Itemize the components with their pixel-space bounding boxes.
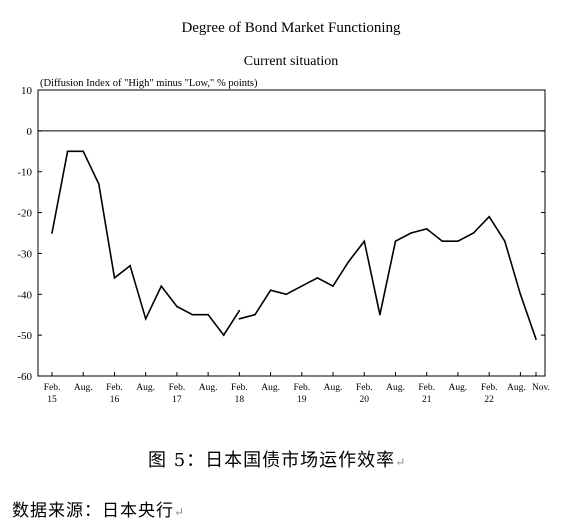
data-point — [238, 318, 241, 320]
y-tick-label: -10 — [17, 167, 32, 179]
data-point — [66, 150, 69, 153]
x-tick-label: Aug. — [136, 383, 155, 393]
x-tick-label: Feb. — [356, 383, 373, 393]
x-tick-label-year: 21 — [422, 395, 432, 405]
x-tick-label-year: 22 — [484, 395, 494, 405]
data-point — [425, 228, 428, 230]
return-mark: ↵ — [174, 505, 186, 519]
y-tick-label: 10 — [21, 85, 33, 97]
data-point — [410, 232, 412, 234]
x-tick-label: Aug. — [507, 383, 526, 393]
x-tick-label: Aug. — [261, 383, 280, 393]
data-point — [269, 289, 272, 292]
x-tick-label-year: 20 — [360, 395, 370, 405]
x-tick-label: Aug. — [386, 383, 405, 393]
series-line — [239, 215, 537, 340]
source-note: 数据来源：日本央行↵ — [12, 496, 185, 521]
x-tick-label: Feb. — [418, 383, 435, 393]
x-tick-label-year: 19 — [297, 395, 307, 405]
data-point — [254, 313, 256, 316]
data-point — [441, 240, 444, 242]
x-tick-label-year: 18 — [235, 395, 245, 405]
x-tick-label-year: 16 — [110, 395, 120, 405]
data-point — [129, 264, 131, 267]
return-mark: ↵ — [395, 455, 407, 469]
data-point — [285, 293, 287, 296]
data-point — [457, 240, 459, 242]
data-point — [519, 293, 522, 296]
data-point — [394, 240, 397, 242]
y-axis-label: (Diffusion Index of "High" minus "Low," … — [40, 78, 258, 89]
y-tick-label: -30 — [17, 248, 32, 260]
y-tick-label: -50 — [17, 330, 32, 342]
y-tick-label: 0 — [27, 126, 33, 138]
x-tick-label: Aug. — [324, 383, 343, 393]
data-point — [379, 313, 381, 316]
data-point — [51, 232, 53, 234]
data-point — [238, 309, 241, 312]
x-tick-label: Feb. — [481, 383, 498, 393]
y-tick-label: -60 — [17, 371, 32, 383]
data-point — [488, 215, 490, 218]
data-point — [347, 260, 350, 263]
data-point — [222, 334, 225, 336]
x-tick-label-year: 15 — [47, 395, 57, 405]
x-tick-label: Nov. — [532, 383, 550, 393]
series-line — [51, 150, 241, 337]
x-tick-label-year: 17 — [172, 395, 182, 405]
data-point — [316, 277, 319, 279]
data-point — [160, 285, 163, 287]
chart-subtitle: Current situation — [243, 54, 339, 69]
x-tick-label: Feb. — [44, 383, 61, 393]
data-point — [82, 150, 85, 153]
data-point — [503, 240, 506, 242]
x-tick-label: Feb. — [106, 383, 123, 393]
x-tick-label: Feb. — [293, 383, 310, 393]
data-point — [191, 313, 194, 316]
data-point — [98, 183, 100, 185]
figure-caption-text: 图 5：日本国债市场运作效率 — [148, 450, 396, 471]
y-tick-label: -40 — [17, 289, 32, 301]
data-point — [363, 240, 366, 242]
data-point — [144, 318, 147, 320]
data-point — [332, 285, 334, 287]
data-point — [535, 338, 537, 341]
data-point — [113, 277, 116, 279]
data-point — [472, 232, 475, 234]
plot-frame — [37, 89, 546, 377]
data-point — [176, 305, 178, 308]
x-tick-label: Feb. — [231, 383, 248, 393]
x-tick-label: Aug. — [449, 383, 468, 393]
x-tick-label: Aug. — [199, 383, 218, 393]
data-point — [301, 285, 303, 287]
y-tick-label: -20 — [17, 208, 32, 220]
source-note-text: 数据来源：日本央行 — [12, 501, 174, 521]
x-tick-label: Feb. — [169, 383, 186, 393]
data-point — [207, 313, 209, 316]
line-chart: 10 0 -10 -20 -30 -40 -50 -60 (Diffusion Index of… — [17, 78, 550, 405]
figure-caption: 图 5：日本国债市场运作效率↵ — [148, 446, 406, 472]
chart-title: Degree of Bond Market Functioning — [181, 20, 401, 36]
x-tick-label: Aug. — [74, 383, 93, 393]
